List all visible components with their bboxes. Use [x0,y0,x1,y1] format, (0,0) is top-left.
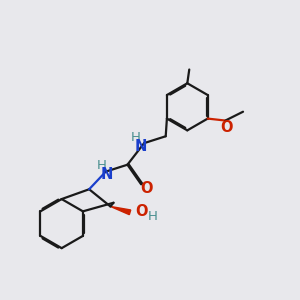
Text: O: O [220,120,232,135]
Text: O: O [140,181,152,196]
Text: H: H [97,159,107,172]
Text: N: N [100,167,113,182]
Polygon shape [110,206,131,215]
Text: N: N [135,139,147,154]
Text: O: O [136,204,148,219]
Text: H: H [148,210,158,223]
Text: H: H [130,131,140,144]
